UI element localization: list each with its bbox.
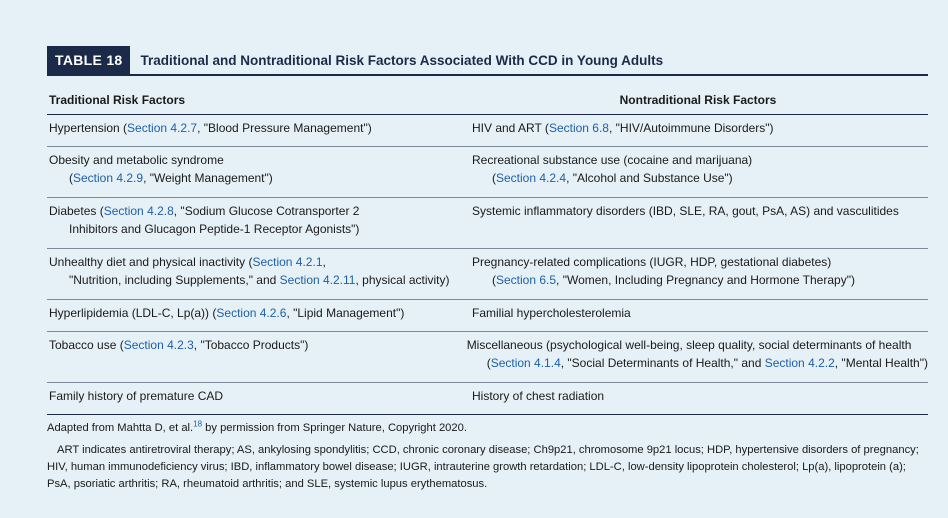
cell-text: Familial hypercholesterolemia [472,306,631,320]
cell-text: , "Women, Including Pregnancy and Hormon… [556,273,855,287]
nontraditional-cell: Miscellaneous (psychological well-being,… [463,332,928,382]
cell-text: Inhibitors and Glucagon Peptide-1 Recept… [69,222,360,236]
cell-text: Family history of premature CAD [49,389,224,403]
cell-line: (Section 6.5, "Women, Including Pregnanc… [472,271,928,289]
section-link[interactable]: Section 4.2.9 [73,171,144,185]
cell-line: History of chest radiation [472,387,928,405]
traditional-cell: Diabetes (Section 4.2.8, "Sodium Glucose… [47,198,468,248]
cell-text: "Nutrition, including Supplements," and [69,273,280,287]
table-title-bar: TABLE 18 Traditional and Nontraditional … [47,46,928,76]
cell-text: ( [492,273,496,287]
cell-text: Recreational substance use (cocaine and … [472,153,753,167]
cell-text: Unhealthy diet and physical inactivity ( [49,255,253,269]
traditional-cell: Tobacco use (Section 4.2.3, "Tobacco Pro… [47,332,463,382]
nontraditional-cell: History of chest radiation [468,383,928,414]
cell-text: , physical activity) [355,273,450,287]
cell-text: HIV and ART ( [472,121,549,135]
table-row: Unhealthy diet and physical inactivity (… [47,249,928,300]
header-nontraditional: Nontraditional Risk Factors [619,93,777,107]
cell-text: Hypertension ( [49,121,128,135]
cell-text: ( [486,356,491,370]
cell-line: "Nutrition, including Supplements," and … [49,271,468,289]
section-link[interactable]: Section 4.2.2 [764,356,835,370]
section-link[interactable]: Section 4.1.4 [490,356,561,370]
cell-text: , "Alcohol and Substance Use") [566,171,733,185]
adapted-from-note: Adapted from Mahtta D, et al.18 by permi… [47,420,931,437]
adapted-text-rest: by permission from Springer Nature, Copy… [202,422,467,434]
traditional-cell: Hypertension (Section 4.2.7, "Blood Pres… [47,115,468,146]
cell-text: Hyperlipidemia (LDL-C, Lp(a)) ( [49,306,217,320]
cell-line: (Section 4.1.4, "Social Determinants of … [467,354,928,372]
cell-text: , [322,255,326,269]
cell-text: Tobacco use ( [49,338,124,352]
nontraditional-cell: Pregnancy-related complications (IUGR, H… [468,249,928,299]
cell-text: Miscellaneous (psychological well-being,… [466,338,912,352]
cell-line: Pregnancy-related complications (IUGR, H… [472,253,928,271]
cell-line: Hyperlipidemia (LDL-C, Lp(a)) (Section 4… [49,304,468,322]
cell-text: ( [492,171,496,185]
table-row: Diabetes (Section 4.2.8, "Sodium Glucose… [47,198,928,249]
cell-line: Recreational substance use (cocaine and … [472,151,928,169]
table-footnotes: Adapted from Mahtta D, et al.18 by permi… [47,420,931,493]
cell-text: History of chest radiation [472,389,605,403]
section-link[interactable]: Section 4.2.1 [252,255,323,269]
table-row: Hyperlipidemia (LDL-C, Lp(a)) (Section 4… [47,300,928,332]
table-header-row: Traditional Risk Factors Nontraditional … [47,86,928,115]
header-traditional: Traditional Risk Factors [49,93,186,107]
nontraditional-cell: Recreational substance use (cocaine and … [468,147,928,197]
cell-line: Systemic inflammatory disorders (IBD, SL… [472,202,928,220]
cell-text: , "Social Determinants of Health," and [560,356,765,370]
section-link[interactable]: Section 6.8 [548,121,609,135]
cell-line: Family history of premature CAD [49,387,468,405]
table-title: Traditional and Nontraditional Risk Fact… [140,52,664,68]
cell-line: Inhibitors and Glucagon Peptide-1 Recept… [49,220,468,238]
cell-text: Obesity and metabolic syndrome [49,153,224,167]
abbreviations-note: ART indicates antiretroviral therapy; AS… [47,444,919,490]
cell-line: (Section 4.2.9, "Weight Management") [49,169,468,187]
traditional-cell: Family history of premature CAD [47,383,468,414]
traditional-cell: Unhealthy diet and physical inactivity (… [47,249,468,299]
cell-text: , "Weight Management") [143,171,273,185]
reference-superscript[interactable]: 18 [193,419,203,429]
cell-line: HIV and ART (Section 6.8, "HIV/Autoimmun… [472,119,928,137]
table-row: Tobacco use (Section 4.2.3, "Tobacco Pro… [47,332,928,383]
traditional-cell: Hyperlipidemia (LDL-C, Lp(a)) (Section 4… [47,300,468,331]
table-row: Family history of premature CAD History o… [47,383,928,415]
cell-line: Hypertension (Section 4.2.7, "Blood Pres… [49,119,468,137]
section-link[interactable]: Section 4.2.6 [216,306,287,320]
nontraditional-cell: HIV and ART (Section 6.8, "HIV/Autoimmun… [468,115,928,146]
cell-text: Diabetes ( [49,204,104,218]
section-link[interactable]: Section 4.2.7 [127,121,198,135]
cell-line: Tobacco use (Section 4.2.3, "Tobacco Pro… [49,336,463,354]
section-link[interactable]: Section 6.5 [496,273,557,287]
nontraditional-cell: Systemic inflammatory disorders (IBD, SL… [468,198,928,248]
table-row: Obesity and metabolic syndrome (Section 4… [47,147,928,198]
table-body: Hypertension (Section 4.2.7, "Blood Pres… [47,115,928,415]
risk-factors-table: Traditional Risk Factors Nontraditional … [47,86,928,415]
cell-line: Familial hypercholesterolemia [472,304,928,322]
cell-line: Obesity and metabolic syndrome [49,151,468,169]
section-link[interactable]: Section 4.2.8 [103,204,174,218]
nontraditional-cell: Familial hypercholesterolemia [468,300,928,331]
table-number-label: TABLE 18 [47,46,130,74]
cell-text: , "Lipid Management") [286,306,405,320]
cell-text: Systemic inflammatory disorders (IBD, SL… [472,204,899,218]
section-link[interactable]: Section 4.2.4 [496,171,567,185]
cell-text: , "Blood Pressure Management") [197,121,372,135]
cell-line: Unhealthy diet and physical inactivity (… [49,253,468,271]
cell-text: , "Tobacco Products") [193,338,309,352]
section-link[interactable]: Section 4.2.3 [123,338,194,352]
cell-text: Pregnancy-related complications (IUGR, H… [472,255,832,269]
traditional-cell: Obesity and metabolic syndrome (Section 4… [47,147,468,197]
cell-line: Diabetes (Section 4.2.8, "Sodium Glucose… [49,202,468,220]
table-row: Hypertension (Section 4.2.7, "Blood Pres… [47,115,928,147]
cell-line: (Section 4.2.4, "Alcohol and Substance U… [472,169,928,187]
cell-text: ( [69,171,73,185]
cell-text: , "HIV/Autoimmune Disorders") [608,121,774,135]
section-link[interactable]: Section 4.2.11 [279,273,356,287]
adapted-text: Adapted from Mahtta D, et al. [47,422,194,434]
cell-text: , "Mental Health") [834,356,928,370]
cell-line: Miscellaneous (psychological well-being,… [467,336,928,354]
cell-text: , "Sodium Glucose Cotransporter 2 [173,204,360,218]
